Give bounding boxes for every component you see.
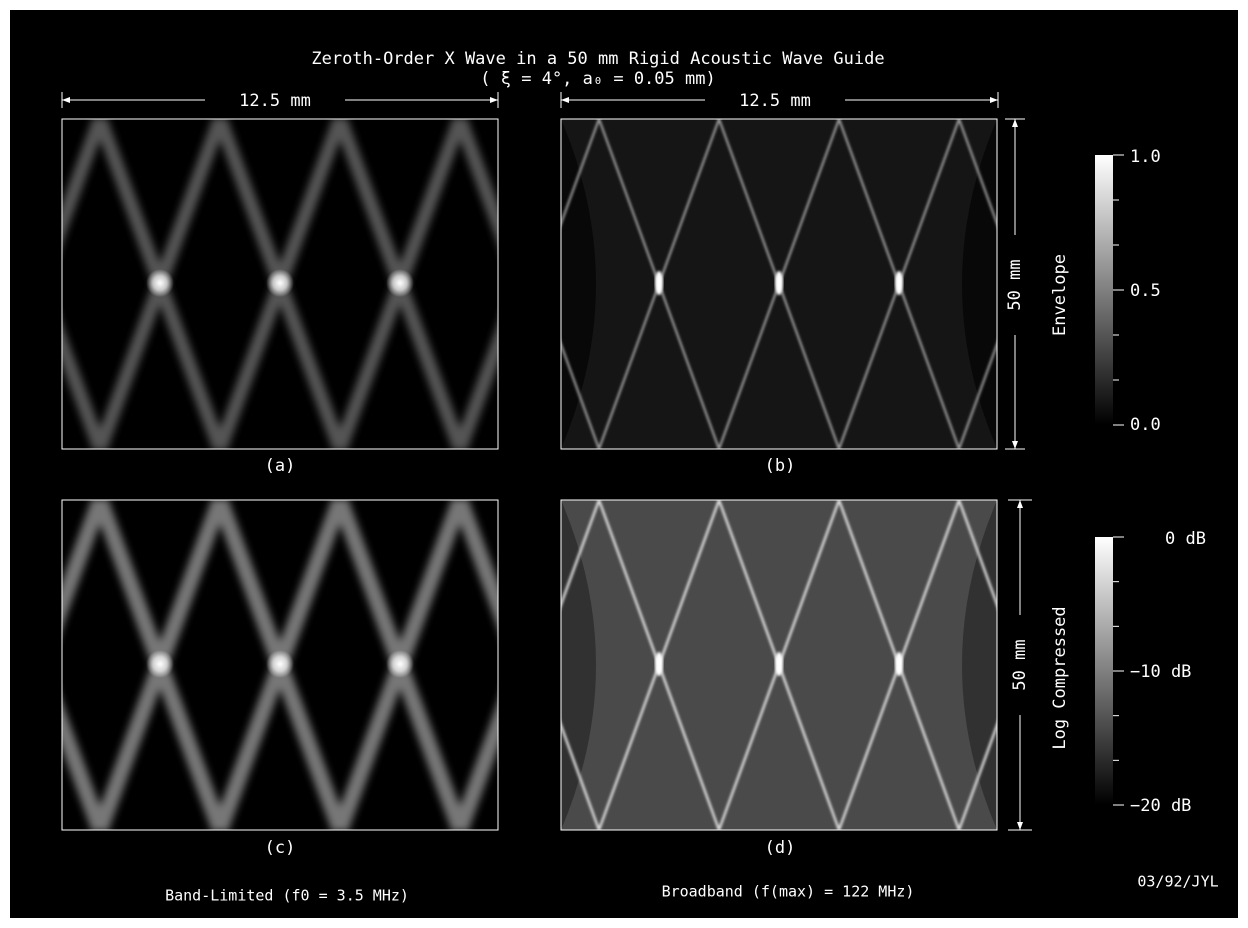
colorbar-tick: −20 dB bbox=[1130, 796, 1191, 816]
title: Zeroth-Order X Wave in a 50 mm Rigid Aco… bbox=[311, 49, 884, 69]
panel-frame bbox=[61, 118, 499, 450]
dimension-right-bottom: 50 mm bbox=[1008, 499, 1032, 831]
focus-spot bbox=[146, 269, 174, 297]
height-label: 50 mm bbox=[1010, 639, 1030, 690]
focus-spot bbox=[775, 652, 783, 676]
focus-spot bbox=[895, 271, 903, 295]
panel-label: (a) bbox=[265, 456, 296, 476]
focus-spot bbox=[146, 650, 174, 678]
panel-label: (c) bbox=[265, 838, 296, 858]
focus-spot bbox=[386, 650, 414, 678]
colorbar-envelope: Envelope 1.0 0.5 0.0 bbox=[1050, 147, 1161, 435]
focus-spot bbox=[655, 652, 663, 676]
dimension-right-top: 50 mm bbox=[1005, 118, 1025, 450]
colorbar-tick: 1.0 bbox=[1130, 147, 1161, 167]
panel-label: (d) bbox=[765, 838, 796, 858]
dimension-top-right: 12.5 mm bbox=[560, 91, 999, 111]
focus-spot bbox=[266, 650, 294, 678]
panel-image bbox=[561, 500, 997, 830]
colorbar-tick: 0 dB bbox=[1165, 529, 1206, 549]
width-label: 12.5 mm bbox=[739, 91, 811, 111]
caption: Band-Limited (f0 = 3.5 MHz) bbox=[165, 887, 409, 905]
subtitle: ( ξ = 4°, a₀ = 0.05 mm) bbox=[480, 69, 715, 89]
focus-spot bbox=[895, 652, 903, 676]
focus-spot bbox=[775, 271, 783, 295]
panel-label: (b) bbox=[765, 456, 796, 476]
colorbar-label: Envelope bbox=[1050, 254, 1070, 336]
caption: Broadband (f(max) = 122 MHz) bbox=[662, 883, 915, 901]
colorbar-tick: −10 dB bbox=[1130, 662, 1191, 682]
panel-image bbox=[62, 500, 498, 830]
dimension-top-left: 12.5 mm bbox=[61, 91, 499, 111]
panel-image bbox=[561, 119, 997, 449]
colorbar-log: Log Compressed 0 dB −10 dB −20 dB bbox=[1050, 529, 1206, 816]
focus-spot bbox=[655, 271, 663, 295]
focus-spot bbox=[386, 269, 414, 297]
colorbar-label: Log Compressed bbox=[1050, 606, 1070, 749]
colorbar-tick: 0.5 bbox=[1130, 281, 1161, 301]
height-label: 50 mm bbox=[1005, 259, 1025, 310]
colorbar-tick: 0.0 bbox=[1130, 415, 1161, 435]
width-label: 12.5 mm bbox=[239, 91, 311, 111]
panel-image bbox=[62, 119, 498, 449]
stamp: 03/92/JYL bbox=[1137, 873, 1218, 891]
panel-frame bbox=[61, 499, 499, 831]
focus-spot bbox=[266, 269, 294, 297]
panel-frame bbox=[560, 499, 998, 831]
panel-frame bbox=[560, 118, 998, 450]
